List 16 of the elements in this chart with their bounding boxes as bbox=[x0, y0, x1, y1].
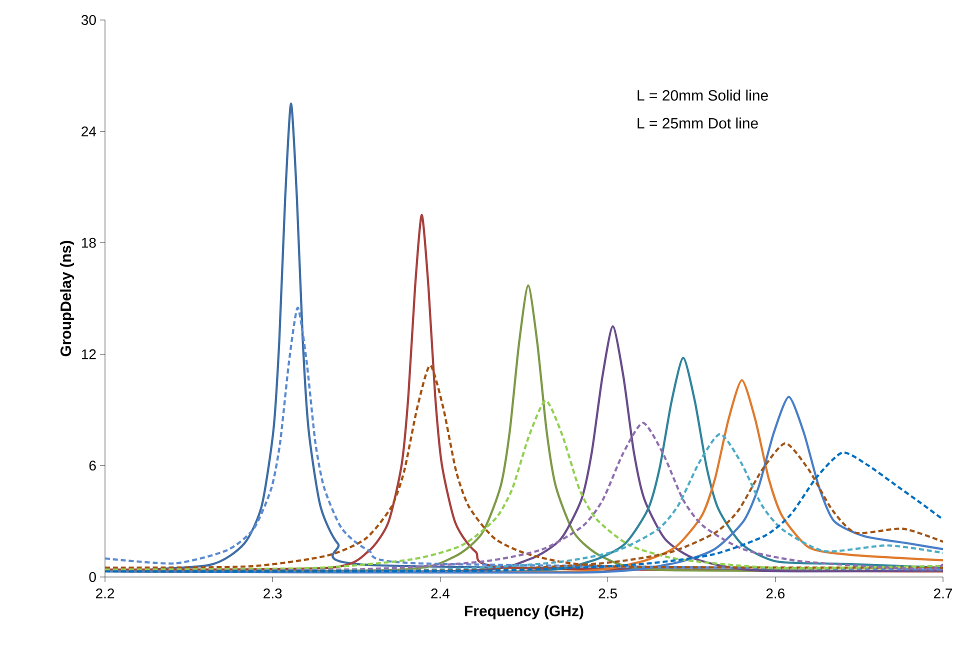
x-axis-title: Frequency (GHz) bbox=[464, 605, 584, 620]
y-tick-label: 6 bbox=[89, 460, 96, 471]
annotation: L = 20mm Solid line bbox=[638, 90, 768, 101]
x-tick-label: 2.4 bbox=[431, 588, 450, 598]
y-tick-label: 30 bbox=[81, 15, 96, 25]
y-tick-label: 18 bbox=[82, 238, 96, 248]
x-tick-label: 2.5 bbox=[598, 588, 617, 598]
x-tick-label: 2.2 bbox=[96, 588, 114, 598]
annotation: L = 25mm Dot line bbox=[638, 118, 758, 129]
y-axis-title: GroupDelay (ns) bbox=[60, 240, 74, 356]
x-tick-label: 2.6 bbox=[766, 588, 785, 598]
y-tick-label: 24 bbox=[82, 126, 96, 136]
y-tick-label: 0 bbox=[89, 572, 96, 582]
x-tick-label: 2.3 bbox=[264, 588, 282, 598]
x-tick-label: 2.7 bbox=[934, 588, 952, 598]
y-tick-label: 12 bbox=[82, 349, 96, 360]
